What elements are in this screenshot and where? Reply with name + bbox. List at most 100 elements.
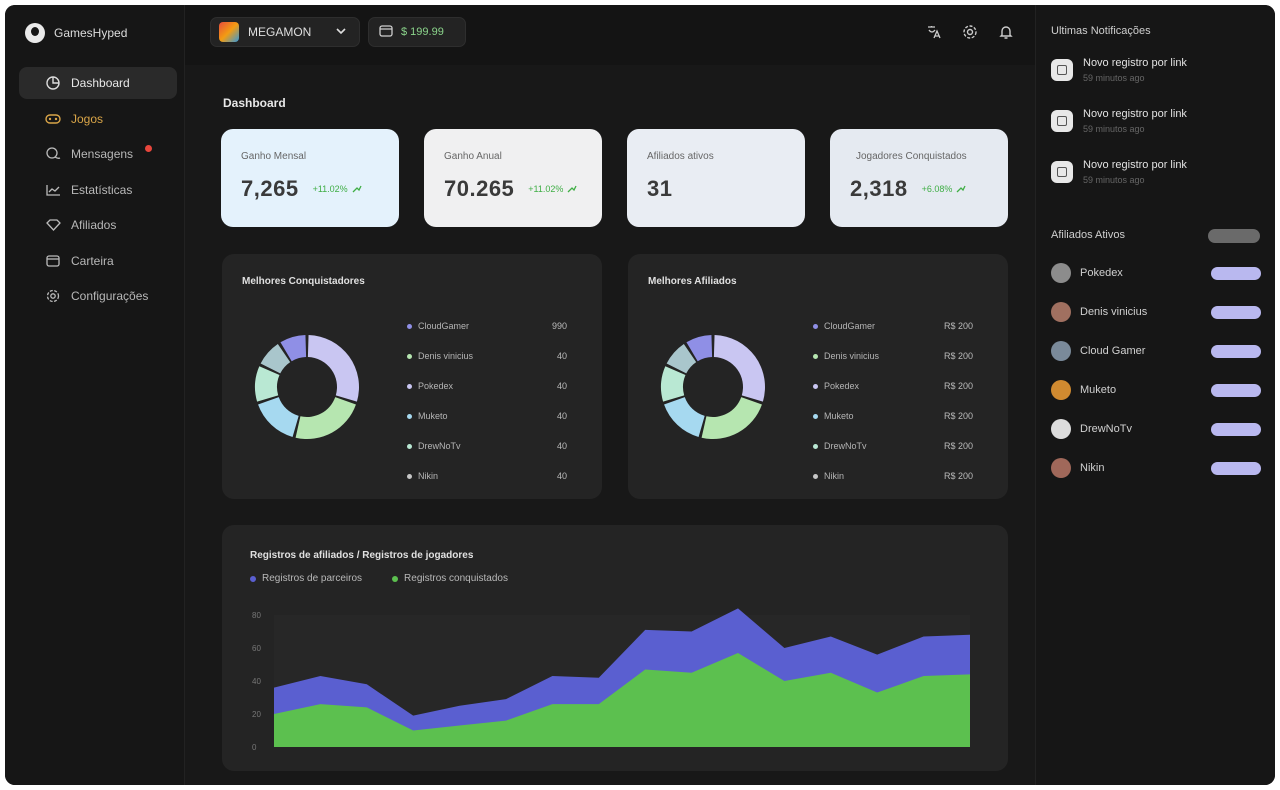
affiliate-status-pill[interactable] [1211,383,1261,397]
stat-card-affiliates: Afiliados ativos 31 [627,129,805,227]
affiliate-status-pill[interactable] [1211,422,1261,436]
panel-title: Melhores Afiliados [648,276,737,287]
notification-item[interactable]: Novo registro por link 59 minutos ago [1051,57,1261,97]
legend-name: CloudGamer [418,321,470,331]
chat-icon [45,146,61,162]
chart-legend: Registros de parceiros Registros conquis… [250,573,508,584]
avatar [1051,458,1071,478]
legend-dot [813,413,818,419]
sidebar: GamesHyped Dashboard Jogos Mensagens Est… [5,5,185,785]
avatar [1051,263,1071,283]
legend-value: 40 [556,411,567,421]
game-thumbnail [219,22,239,42]
legend-dot [407,323,412,329]
settings-icon[interactable] [961,23,979,41]
sidebar-item-configuracoes[interactable]: Configurações [19,280,177,312]
legend-row: Nikin R$ 200 [813,461,973,491]
sidebar-item-dashboard[interactable]: Dashboard [19,67,177,99]
balance-value: $ 199.99 [401,26,444,38]
legend-row: DrewNoTv 40 [407,431,567,461]
donut-slice-denis-vinicius [701,397,762,439]
legend-name: CloudGamer [824,321,876,331]
wallet-icon [379,24,393,40]
stat-card-monthly: Ganho Mensal 7,265 +11.02% [221,129,399,227]
trend-up-icon [567,185,578,193]
affiliate-row[interactable]: Muketo [1051,378,1261,402]
gear-icon [45,288,61,304]
legend-row: Muketo R$ 200 [813,401,973,431]
brand[interactable]: GamesHyped [25,23,127,43]
legend-row: CloudGamer R$ 200 [813,311,973,341]
legend-dot [407,383,412,389]
affiliate-status-pill[interactable] [1211,461,1261,475]
donut-slice-nikin [686,335,713,362]
notification-title: Novo registro por link [1083,108,1187,120]
gamepad-icon [45,111,61,127]
legend-dot [813,353,818,359]
view-all-pill[interactable] [1208,229,1260,243]
y-tick-label: 0 [252,743,257,752]
notification-item[interactable]: Novo registro por link 59 minutos ago [1051,108,1261,148]
sidebar-item-carteira[interactable]: Carteira [19,245,177,277]
legend-name: DrewNoTv [824,441,867,451]
affiliate-row[interactable]: Denis vinicius [1051,300,1261,324]
donut-chart [255,335,359,439]
sidebar-item-jogos[interactable]: Jogos [19,103,177,135]
game-selector[interactable]: MEGAMON [210,17,360,47]
affiliate-row[interactable]: Nikin [1051,456,1261,480]
stat-label: Ganho Mensal [241,151,307,162]
affiliate-row[interactable]: DrewNoTv [1051,417,1261,441]
stat-card-players: Jogadores Conquistados 2,318 +6.08% [830,129,1008,227]
legend-dot [813,443,818,449]
donut-legend: CloudGamer 990 Denis vinicius 40 Pokedex 40 Mu… [407,311,567,491]
logo-icon [25,23,45,43]
stat-change: +6.08% [922,184,967,194]
affiliate-row[interactable]: Cloud Gamer [1051,339,1261,363]
donut-chart [661,335,765,439]
affiliate-status-pill[interactable] [1211,305,1261,319]
stat-value: 70.265 [444,176,515,201]
active-affiliates-title: Afiliados Ativos [1051,229,1125,241]
legend-value: R$ 200 [943,351,973,361]
y-tick-label: 60 [252,644,261,653]
notification-item[interactable]: Novo registro por link 59 minutos ago [1051,159,1261,199]
wallet-balance[interactable]: $ 199.99 [368,17,466,47]
notification-time: 59 minutos ago [1083,124,1145,134]
legend-value: 990 [551,321,567,331]
affiliate-row[interactable]: Pokedex [1051,261,1261,285]
legend-row: Pokedex R$ 200 [813,371,973,401]
notification-dot [145,145,152,152]
legend-item-conquered: Registros conquistados [392,573,508,584]
translate-icon[interactable] [925,23,943,41]
donut-slice-pokedex [258,397,299,437]
legend-row: Muketo 40 [407,401,567,431]
chart-title: Registros de afiliados / Registros de jo… [250,550,474,561]
registrations-chart-panel: Registros de afiliados / Registros de jo… [222,525,1008,771]
sidebar-item-estatisticas[interactable]: Estatísticas [19,174,177,206]
best-conquerors-panel: Melhores Conquistadores CloudGamer 990 Den… [222,254,602,499]
right-panel: Ultimas Notificações Novo registro por l… [1035,5,1275,785]
app-window: GamesHyped Dashboard Jogos Mensagens Est… [5,5,1275,785]
sidebar-item-label: Afiliados [71,218,117,232]
legend-row: DrewNoTv R$ 200 [813,431,973,461]
pie-chart-icon [45,75,61,91]
legend-value: R$ 200 [943,471,973,481]
legend-name: Pokedex [824,381,860,391]
legend-name: Nikin [824,471,845,481]
legend-name: Pokedex [418,381,454,391]
affiliate-status-pill[interactable] [1211,344,1261,358]
notification-icon [1051,110,1073,132]
affiliate-status-pill[interactable] [1211,266,1261,280]
legend-value: R$ 200 [943,381,973,391]
sidebar-item-afiliados[interactable]: Afiliados [19,209,177,241]
bell-icon[interactable] [997,23,1015,41]
legend-name: DrewNoTv [418,441,461,451]
sidebar-item-mensagens[interactable]: Mensagens [19,138,177,170]
legend-row: CloudGamer 990 [407,311,567,341]
stat-value: 7,265 [241,176,299,201]
donut-slice-muketo [255,366,280,402]
panel-title: Melhores Conquistadores [242,276,365,287]
legend-dot [813,323,818,329]
best-affiliates-panel: Melhores Afiliados CloudGamer R$ 200 Denis… [628,254,1008,499]
legend-name: Denis vinicius [418,351,474,361]
